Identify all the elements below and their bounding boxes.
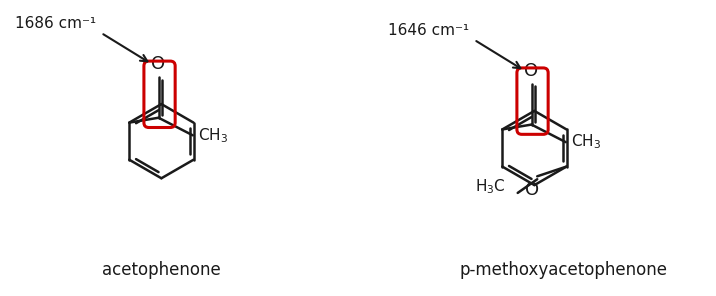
Text: H$_3$C: H$_3$C — [475, 178, 506, 197]
Text: O: O — [525, 62, 538, 80]
Text: CH$_3$: CH$_3$ — [198, 126, 228, 145]
Text: 1646 cm⁻¹: 1646 cm⁻¹ — [388, 23, 469, 38]
Text: p-methoxyacetophenone: p-methoxyacetophenone — [460, 261, 668, 279]
Text: 1686 cm⁻¹: 1686 cm⁻¹ — [15, 16, 96, 31]
Text: O: O — [526, 181, 539, 199]
Text: acetophenone: acetophenone — [102, 261, 221, 279]
Text: CH$_3$: CH$_3$ — [571, 133, 601, 152]
Text: O: O — [152, 55, 165, 73]
